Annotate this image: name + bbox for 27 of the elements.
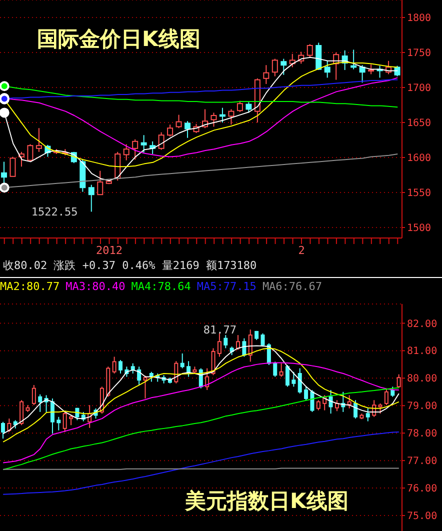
y-tick-label: 82.00 — [407, 318, 438, 330]
text: MA3:80.40 — [66, 280, 126, 293]
text: 国际金价日K线图 — [37, 26, 200, 53]
text: 美元指数日K线图 — [185, 488, 348, 515]
y-tick-label: 1550 — [407, 188, 432, 200]
y-tick-label: 1700 — [407, 83, 432, 94]
x-tick-label: 2012 — [96, 244, 122, 257]
x-tick-label: 2 — [298, 244, 305, 257]
annotation: 1522.55 — [31, 206, 78, 219]
y-tick-label: 78.00 — [407, 428, 438, 440]
text: MA6:76.67 — [262, 280, 322, 293]
y-tick-label: 77.00 — [407, 456, 438, 468]
text: 收80.02 涨跌 +0.37 0.46% 量2169 额173180 — [0, 256, 442, 278]
y-tick-label: 1750 — [407, 48, 432, 60]
text: MA2:80.77 — [0, 280, 60, 293]
y-tick-label: 1650 — [407, 118, 432, 130]
y-tick-label: 1500 — [407, 223, 432, 234]
y-tick-label: 76.00 — [407, 484, 438, 495]
y-tick-label: 1800 — [407, 13, 432, 24]
y-tick-label: 80.00 — [407, 374, 438, 385]
y-tick-label: 1600 — [407, 153, 432, 164]
y-tick-label: 75.00 — [407, 511, 438, 522]
annotation: 81.77 — [203, 323, 236, 336]
text: MA4:78.64 — [131, 280, 191, 293]
y-tick-label: 81.00 — [407, 346, 438, 358]
text: MA5:77.15 — [196, 280, 256, 293]
y-tick-label: 79.00 — [407, 401, 438, 412]
